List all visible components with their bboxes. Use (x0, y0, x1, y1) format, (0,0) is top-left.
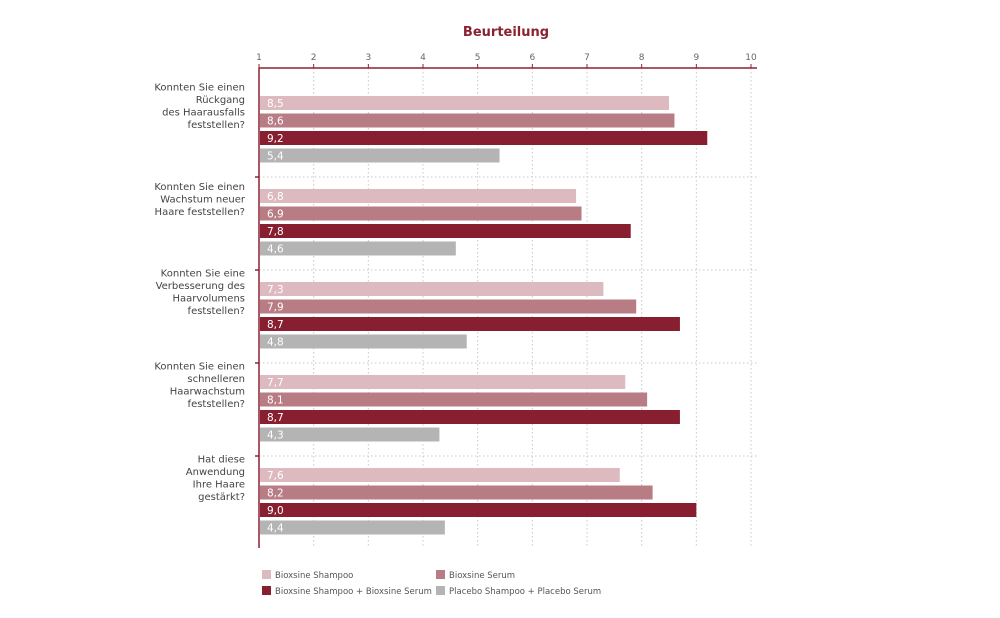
question-label: Konnten Sie eine Verbesserung des Haarvolu… (156, 269, 245, 318)
question-label-line: Konnten Sie einen (154, 362, 245, 373)
bar-value-label: 8,5 (267, 98, 284, 110)
bar-value-label: 6,8 (267, 191, 284, 203)
bar-value-label: 8,6 (267, 116, 284, 128)
legend-swatch (436, 570, 445, 579)
bar (260, 189, 577, 203)
question-groups: Konnten Sie einen Rückgang des Haarausfall… (154, 83, 708, 535)
question-label-line: schnelleren (187, 374, 245, 385)
bar-value-label: 7,6 (267, 470, 284, 482)
question-label-line: Rückgang (196, 95, 245, 106)
chart-title: Beurteilung (463, 25, 549, 40)
question-label-line: Ihre Haare (193, 480, 245, 491)
bar (260, 131, 708, 145)
x-tick-label: 2 (311, 53, 317, 63)
question-label: Konnten Sie einen schnelleren Haarwachstum… (154, 362, 245, 411)
bar (260, 468, 620, 482)
question-group: Hat diese Anwendung Ihre Haare gestärkt? 7,6… (186, 455, 697, 535)
question-label-line: feststellen? (188, 399, 245, 410)
bar-value-label: 7,3 (267, 284, 284, 296)
question-label-line: Konnten Sie einen (154, 182, 245, 193)
question-label-line: Anwendung (186, 467, 245, 478)
question-label-line: Haarwachstum (170, 387, 245, 398)
question-label: Hat diese Anwendung Ihre Haare gestärkt? (186, 455, 245, 504)
bar (260, 375, 626, 389)
question-label-line: Verbesserung des (156, 281, 245, 292)
question-label-line: Haare feststellen? (155, 207, 245, 218)
bar-value-label: 4,8 (267, 337, 284, 349)
bar (260, 485, 653, 500)
question-group: Konnten Sie einen Wachstum neuer Haare fes… (154, 182, 631, 256)
question-label-line: Haarvolumens (173, 294, 245, 305)
legend-swatch (436, 586, 445, 595)
legend-item: Bioxsine Shampoo (262, 570, 353, 581)
bar (260, 206, 582, 221)
bar-value-label: 7,8 (267, 226, 284, 238)
question-label: Konnten Sie einen Rückgang des Haarausfall… (154, 83, 245, 132)
bar (260, 299, 637, 314)
x-tick-label: 6 (529, 53, 535, 63)
bar (260, 334, 467, 349)
bar-value-label: 7,7 (267, 377, 284, 389)
bar-value-label: 8,1 (267, 395, 284, 407)
legend-label: Bioxsine Shampoo + Bioxsine Serum (275, 587, 432, 597)
question-group: Konnten Sie eine Verbesserung des Haarvolu… (156, 269, 680, 349)
legend-swatch (262, 586, 271, 595)
question-label-line: Konnten Sie einen (154, 83, 245, 94)
bar-value-label: 8,7 (267, 412, 284, 424)
legend-item: Placebo Shampoo + Placebo Serum (436, 586, 601, 597)
x-tick-label: 4 (420, 53, 426, 63)
bar-value-label: 6,9 (267, 209, 284, 221)
question-label-line: gestärkt? (198, 492, 245, 503)
x-tick-label: 8 (639, 53, 645, 63)
legend-swatch (262, 570, 271, 579)
bar (260, 241, 456, 256)
bar-value-label: 9,2 (267, 133, 284, 145)
bar-value-label: 4,6 (267, 244, 284, 256)
legend: Bioxsine Shampoo Bioxsine Serum Bioxsine S… (262, 570, 601, 597)
question-label: Konnten Sie einen Wachstum neuer Haare fes… (154, 182, 246, 218)
question-label-line: Wachstum neuer (160, 194, 246, 205)
legend-item: Bioxsine Serum (436, 570, 515, 581)
bar (260, 317, 680, 331)
bar-value-label: 4,3 (267, 430, 284, 442)
question-label-line: des Haarausfalls (162, 108, 245, 119)
bar-value-label: 7,9 (267, 302, 284, 314)
legend-label: Bioxsine Serum (449, 571, 515, 581)
x-tick-label: 10 (745, 53, 757, 63)
bar (260, 427, 440, 442)
bar (260, 503, 697, 517)
bar (260, 148, 500, 163)
bar-value-label: 5,4 (267, 151, 284, 163)
bar (260, 224, 631, 238)
question-label-line: Hat diese (198, 455, 245, 466)
bar (260, 410, 680, 424)
question-label-line: feststellen? (188, 306, 245, 317)
bar (260, 96, 669, 110)
bar (260, 282, 604, 296)
x-tick-label: 5 (475, 53, 481, 63)
question-label-line: Konnten Sie eine (161, 269, 245, 280)
legend-label: Placebo Shampoo + Placebo Serum (449, 587, 601, 597)
bar-value-label: 8,7 (267, 319, 284, 331)
x-axis: 1 2 3 4 5 6 7 8 9 10 (255, 53, 757, 548)
bar-value-label: 4,4 (267, 523, 284, 535)
legend-label: Bioxsine Shampoo (275, 571, 353, 581)
x-tick-label: 1 (256, 53, 262, 63)
bar-value-label: 9,0 (267, 505, 284, 517)
x-tick-label: 9 (693, 53, 699, 63)
bar (260, 113, 675, 128)
x-tick-label: 3 (365, 53, 371, 63)
bar (260, 392, 648, 407)
bar (260, 520, 445, 535)
question-group: Konnten Sie einen schnelleren Haarwachstum… (154, 362, 680, 442)
legend-item: Bioxsine Shampoo + Bioxsine Serum (262, 586, 432, 597)
x-tick-label: 7 (584, 53, 590, 63)
question-group: Konnten Sie einen Rückgang des Haarausfall… (154, 83, 708, 163)
bar-value-label: 8,2 (267, 488, 284, 500)
question-label-line: feststellen? (188, 120, 245, 131)
